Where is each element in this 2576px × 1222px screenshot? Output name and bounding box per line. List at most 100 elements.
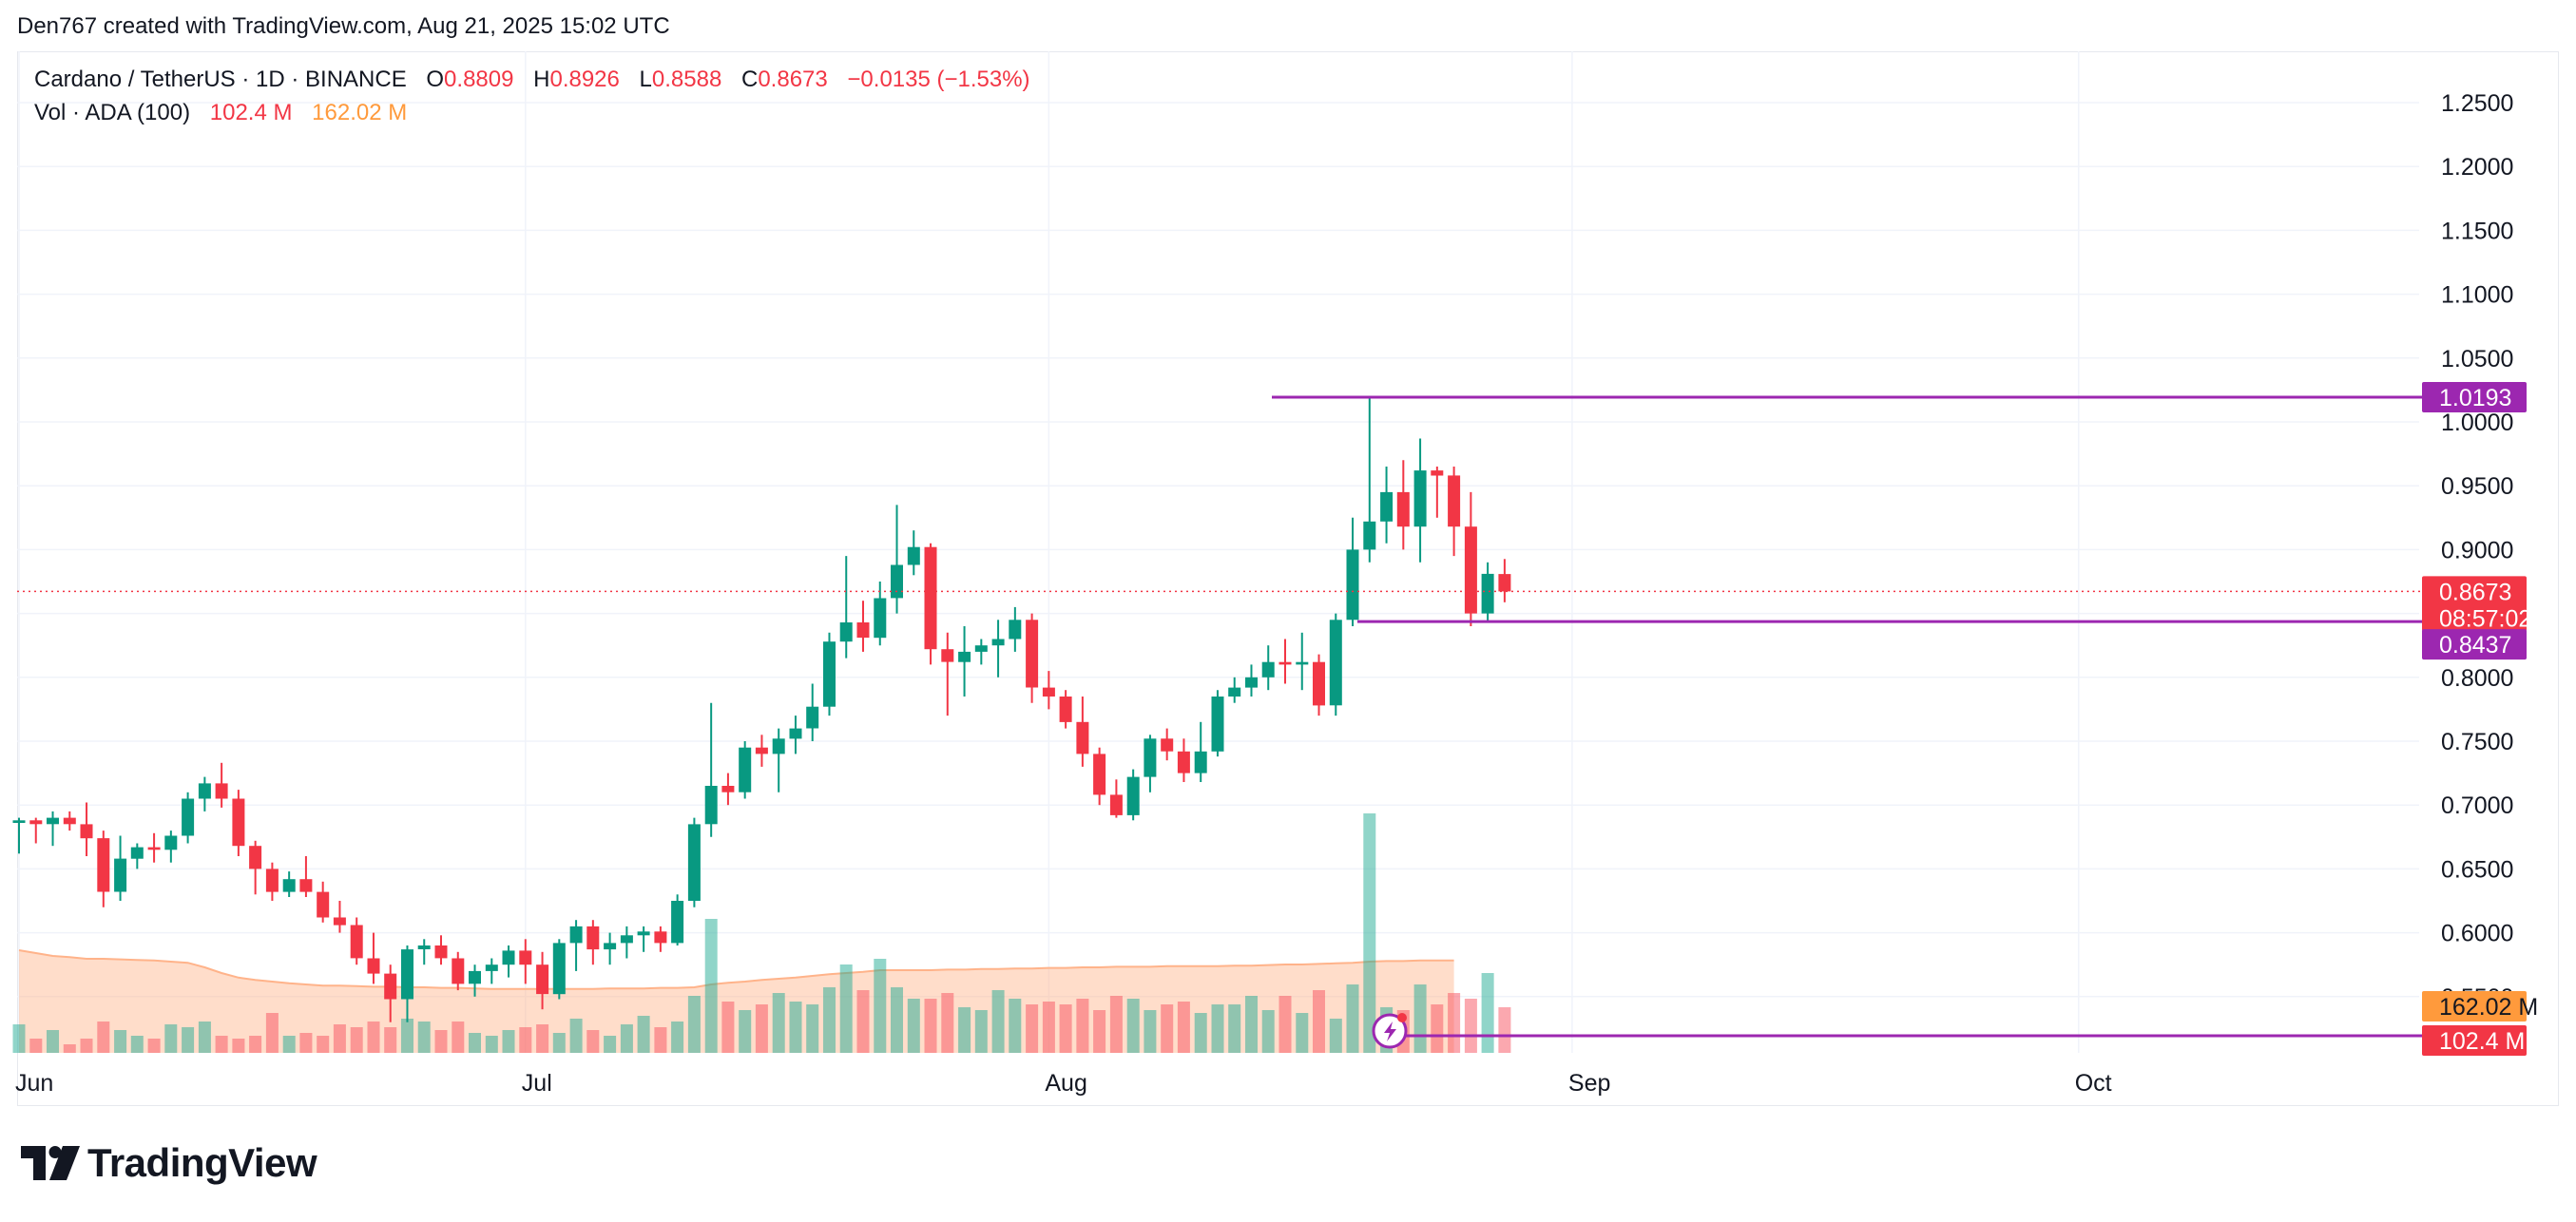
volume-bar (1261, 1010, 1275, 1053)
volume-bar (1363, 813, 1376, 1053)
candle-body (1296, 661, 1309, 665)
candle-body (1228, 687, 1241, 697)
volume-bar (97, 1022, 110, 1053)
candle-body (1093, 754, 1106, 795)
volume-bar (47, 1030, 59, 1053)
volume-bar (1278, 996, 1292, 1053)
volume-bar (1059, 1004, 1072, 1053)
candle-body (147, 847, 161, 850)
grid-lines (17, 51, 2419, 1053)
volume-bar (147, 1039, 161, 1053)
volume-bar (333, 1024, 346, 1053)
volume-bar (29, 1039, 43, 1053)
volume-bar (974, 1010, 988, 1053)
tradingview-wordmark: TradingView (87, 1140, 317, 1185)
low-label: L (639, 67, 652, 92)
chart-frame[interactable] (17, 51, 2559, 1106)
candle-body (991, 639, 1005, 646)
close-label: C (740, 67, 759, 92)
candle-body (874, 598, 887, 639)
candle-body (924, 546, 937, 650)
candle-body (739, 747, 752, 792)
candle-body (823, 641, 836, 707)
volume-bar (1296, 1013, 1309, 1053)
candle-body (47, 817, 59, 825)
candle-body (1363, 521, 1376, 550)
y-tick-label: 0.9000 (2441, 537, 2513, 563)
volume-bar (991, 990, 1005, 1053)
candle-body (1313, 661, 1325, 706)
notification-dot (1397, 1013, 1407, 1022)
candle-body (299, 879, 313, 892)
symbol-name[interactable]: Cardano / TetherUS · 1D · BINANCE (34, 67, 407, 92)
volume-bar (552, 1033, 566, 1053)
volume-bar (1448, 993, 1461, 1053)
lightning-bolt-glyph (1384, 1022, 1396, 1041)
candle-body (63, 817, 76, 825)
volume-bar (1431, 1004, 1444, 1053)
candle-body (282, 879, 296, 892)
candle-body (654, 931, 667, 944)
volume-bar (401, 1019, 413, 1053)
volume-bar (1329, 1019, 1342, 1053)
volume-bar (586, 1030, 600, 1053)
volume-bar (1211, 1004, 1224, 1053)
volume-bar (1109, 996, 1123, 1053)
volume-bar (519, 1027, 532, 1053)
candle-body (687, 824, 701, 901)
volume-bar (536, 1024, 549, 1053)
candle-body (721, 786, 735, 792)
volume-bar (1498, 1007, 1511, 1053)
candle-body (1245, 677, 1258, 688)
volume-bars (12, 813, 1511, 1053)
volume-bar (1161, 1004, 1174, 1053)
candle-body (367, 958, 380, 974)
volume-bar (232, 1039, 245, 1053)
volume-bar (215, 1036, 228, 1053)
candle-body (958, 651, 971, 662)
candle-body (401, 949, 413, 1000)
candle-body (164, 835, 178, 850)
candle-body (114, 858, 127, 892)
y-tick-label: 1.0500 (2441, 346, 2513, 372)
candle-body (1059, 697, 1072, 722)
volume-bar (417, 1022, 431, 1053)
candle-body (839, 622, 853, 642)
x-tick-label: Sep (1568, 1070, 1610, 1097)
candle-body (12, 820, 26, 823)
volume-bar (350, 1027, 363, 1053)
candle-body (1026, 620, 1039, 688)
volume-bar (63, 1044, 76, 1053)
volume-bar (721, 1002, 735, 1053)
volume-bar (839, 964, 853, 1053)
volume-bar (1076, 999, 1089, 1053)
candle-body (704, 786, 718, 825)
volume-bar (502, 1030, 515, 1053)
candle-body (130, 847, 144, 859)
high-label: H (533, 67, 550, 92)
volume-bar (317, 1036, 330, 1053)
y-tick-label: 1.1000 (2441, 282, 2513, 309)
volume-bar (704, 919, 718, 1053)
tradingview-logo[interactable]: TradingView (21, 1140, 317, 1186)
volume-bar (80, 1039, 93, 1053)
volume-bar (1144, 1010, 1157, 1053)
candle-body (1211, 697, 1224, 752)
y-tick-label: 0.7000 (2441, 792, 2513, 819)
candle-body (1076, 721, 1089, 754)
axis-labels: 1.2500 1.2000 1.1500 1.1000 1.0500 1.0000 0.95… (15, 90, 2513, 1097)
volume-label[interactable]: Vol · ADA (100) (34, 100, 191, 125)
candle-body (1464, 526, 1477, 614)
candle-body (1126, 776, 1140, 815)
volume-bar (856, 990, 870, 1053)
candle-body (1448, 475, 1461, 527)
y-tick-label: 1.0000 (2441, 410, 2513, 436)
volume-bar (1042, 1002, 1055, 1053)
candle-body (519, 950, 532, 965)
volume-bar (198, 1022, 211, 1053)
volume-bar (384, 1027, 397, 1053)
candle-body (1144, 738, 1157, 777)
volume-bar (874, 959, 887, 1053)
